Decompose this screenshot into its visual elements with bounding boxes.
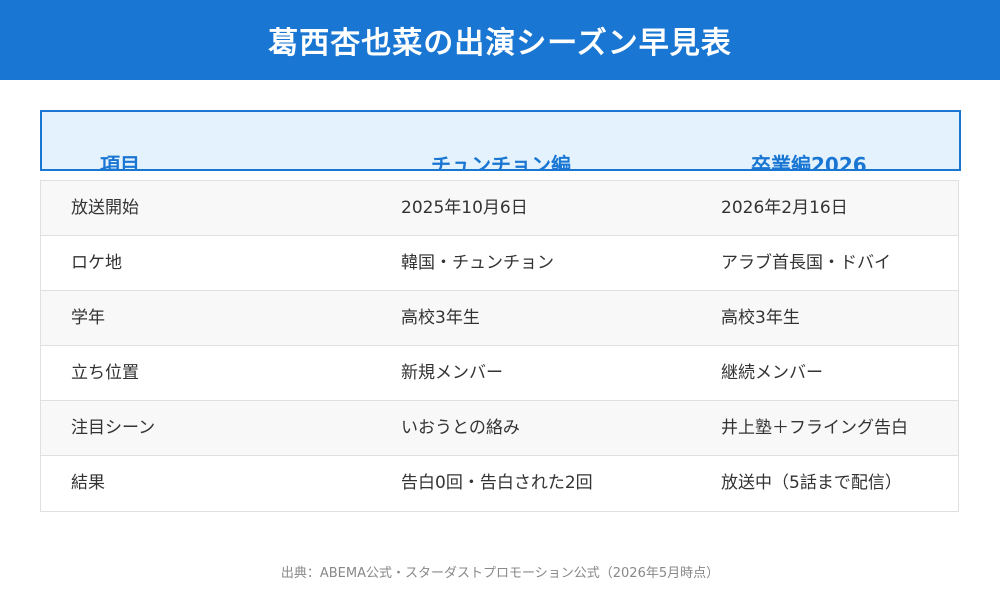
table-cell: 井上塾＋フライング告白: [721, 418, 908, 438]
table-cell: 2025年10月6日: [401, 198, 528, 218]
table-cell: アラブ首長国・ドバイ: [721, 253, 891, 273]
row-label: 立ち位置: [71, 363, 139, 383]
table-row: 立ち位置 新規メンバー 継続メンバー: [41, 346, 958, 401]
table-cell: 韓国・チュンチョン: [401, 253, 554, 273]
table-cell: 継続メンバー: [721, 363, 823, 383]
table-cell: 2026年2月16日: [721, 198, 848, 218]
row-label: ロケ地: [71, 253, 122, 273]
table-cell: 新規メンバー: [401, 363, 503, 383]
page-title: 葛西杏也菜の出演シーズン早見表: [0, 0, 1000, 80]
table-cell: 放送中（5話まで配信）: [721, 473, 902, 493]
table-cell: 告白0回・告白された2回: [401, 473, 593, 493]
table-cell: いおうとの絡み: [401, 418, 520, 438]
row-label: 学年: [71, 308, 105, 328]
table-row: ロケ地 韓国・チュンチョン アラブ首長国・ドバイ: [41, 236, 958, 291]
row-label: 放送開始: [71, 198, 139, 218]
table-row: 結果 告白0回・告白された2回 放送中（5話まで配信）: [41, 456, 958, 511]
table-row: 学年 高校3年生 高校3年生: [41, 291, 958, 346]
table-header: 項目 チュンチョン編 卒業編2026: [40, 110, 961, 171]
table-cell: 高校3年生: [401, 308, 480, 328]
table-cell: 高校3年生: [721, 308, 800, 328]
column-header-item: 項目: [100, 153, 140, 171]
source-note: 出典：ABEMA公式・スターダストプロモーション公式（2026年5月時点）: [280, 566, 720, 581]
column-header-chuncheon: チュンチョン編: [431, 153, 571, 171]
column-header-graduation: 卒業編2026: [751, 153, 867, 171]
row-label: 注目シーン: [71, 418, 156, 438]
table-row: 注目シーン いおうとの絡み 井上塾＋フライング告白: [41, 401, 958, 456]
table-row: 放送開始 2025年10月6日 2026年2月16日: [41, 181, 958, 236]
comparison-table: 放送開始 2025年10月6日 2026年2月16日 ロケ地 韓国・チュンチョン…: [40, 180, 959, 512]
row-label: 結果: [71, 473, 105, 493]
